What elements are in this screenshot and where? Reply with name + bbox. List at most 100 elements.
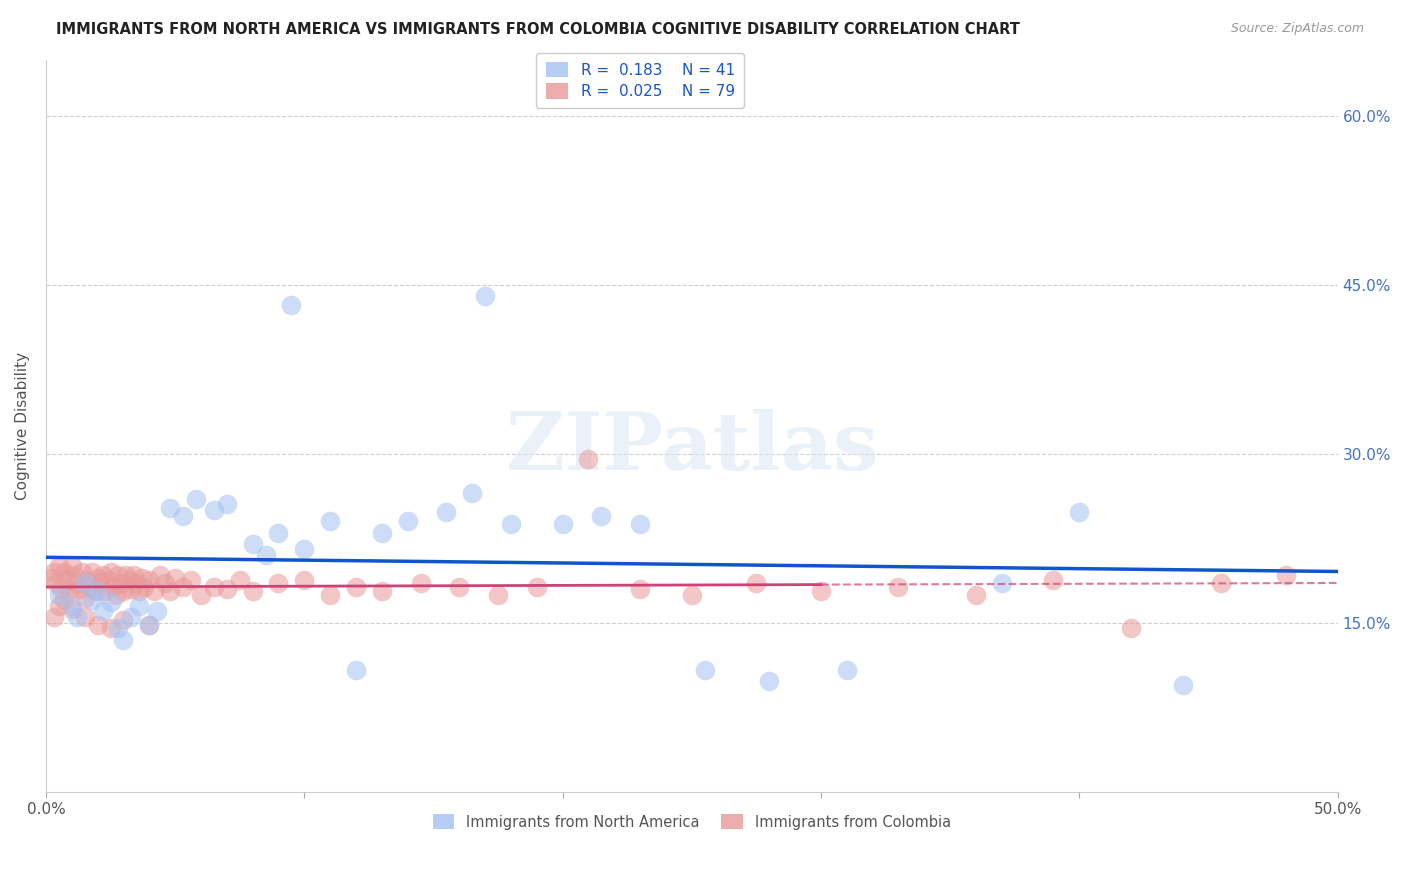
Point (60, 559, 83, 574)
Point (242, 584, 264, 599)
Point (344, 663, 367, 677)
Point (66, 576, 89, 591)
Point (965, 588, 987, 602)
Point (73, 610, 96, 624)
Point (143, 584, 166, 599)
Point (292, 573, 315, 587)
Point (1069, 505, 1091, 519)
Point (499, 516, 522, 531)
Point (128, 599, 150, 613)
Point (1211, 576, 1233, 591)
Point (628, 582, 651, 596)
Text: IMMIGRANTS FROM NORTH AMERICA VS IMMIGRANTS FROM COLOMBIA COGNITIVE DISABILITY C: IMMIGRANTS FROM NORTH AMERICA VS IMMIGRA… (56, 22, 1021, 37)
Legend: Immigrants from North America, Immigrants from Colombia: Immigrants from North America, Immigrant… (426, 808, 957, 836)
Point (159, 584, 181, 599)
Point (180, 573, 202, 587)
Point (409, 576, 432, 591)
Point (1119, 621, 1142, 635)
Point (434, 505, 457, 519)
Point (138, 618, 160, 632)
Point (42, 610, 65, 624)
Point (371, 525, 394, 540)
Point (267, 525, 290, 540)
Point (396, 514, 419, 528)
Point (63, 568, 86, 582)
Point (97, 573, 120, 587)
Point (242, 537, 264, 551)
Point (159, 500, 181, 515)
Point (887, 580, 910, 594)
Point (628, 516, 651, 531)
Point (228, 573, 250, 587)
Point (835, 663, 858, 677)
Point (58, 584, 80, 599)
Point (69, 582, 91, 596)
Point (292, 542, 315, 557)
Point (48, 588, 70, 602)
Point (1042, 573, 1064, 587)
Point (138, 618, 160, 632)
Point (107, 568, 129, 582)
Point (115, 568, 138, 582)
Point (165, 571, 187, 585)
Point (681, 588, 703, 602)
Point (89, 576, 111, 591)
Point (100, 565, 122, 579)
Point (110, 576, 132, 591)
Point (172, 580, 194, 594)
Point (70, 565, 93, 579)
Point (48, 599, 70, 613)
Point (55, 573, 77, 587)
Point (202, 580, 225, 594)
Point (125, 576, 148, 591)
Point (693, 663, 716, 677)
Point (60, 599, 83, 613)
Point (100, 621, 122, 635)
Point (117, 573, 139, 587)
Point (86, 618, 108, 632)
Point (66, 610, 89, 624)
Point (172, 508, 194, 523)
Point (551, 516, 574, 531)
Point (449, 580, 471, 594)
Point (53, 593, 76, 607)
Point (112, 584, 135, 599)
Point (60, 602, 83, 616)
Point (526, 580, 548, 594)
Point (153, 576, 176, 591)
Point (73, 576, 96, 591)
Point (344, 580, 367, 594)
Point (128, 584, 150, 599)
Point (112, 632, 135, 647)
Point (91, 568, 114, 582)
Point (107, 621, 129, 635)
Point (190, 588, 212, 602)
Point (254, 548, 277, 562)
Point (319, 588, 342, 602)
Text: Source: ZipAtlas.com: Source: ZipAtlas.com (1230, 22, 1364, 36)
Point (371, 584, 394, 599)
Point (184, 491, 207, 506)
Point (86, 584, 108, 599)
Point (53, 565, 76, 579)
Point (215, 498, 238, 512)
Point (122, 568, 145, 582)
Point (131, 571, 153, 585)
Point (745, 576, 768, 591)
Point (134, 580, 156, 594)
Point (267, 576, 290, 591)
Point (91, 604, 114, 618)
Point (48, 559, 70, 574)
Point (591, 508, 613, 523)
Point (215, 582, 238, 596)
Point (486, 588, 509, 602)
Point (578, 452, 600, 467)
Point (149, 568, 172, 582)
Point (73, 591, 96, 605)
Point (474, 289, 496, 303)
Point (39, 571, 62, 585)
Point (1275, 568, 1298, 582)
Point (101, 580, 124, 594)
Point (104, 588, 127, 602)
Point (319, 514, 342, 528)
